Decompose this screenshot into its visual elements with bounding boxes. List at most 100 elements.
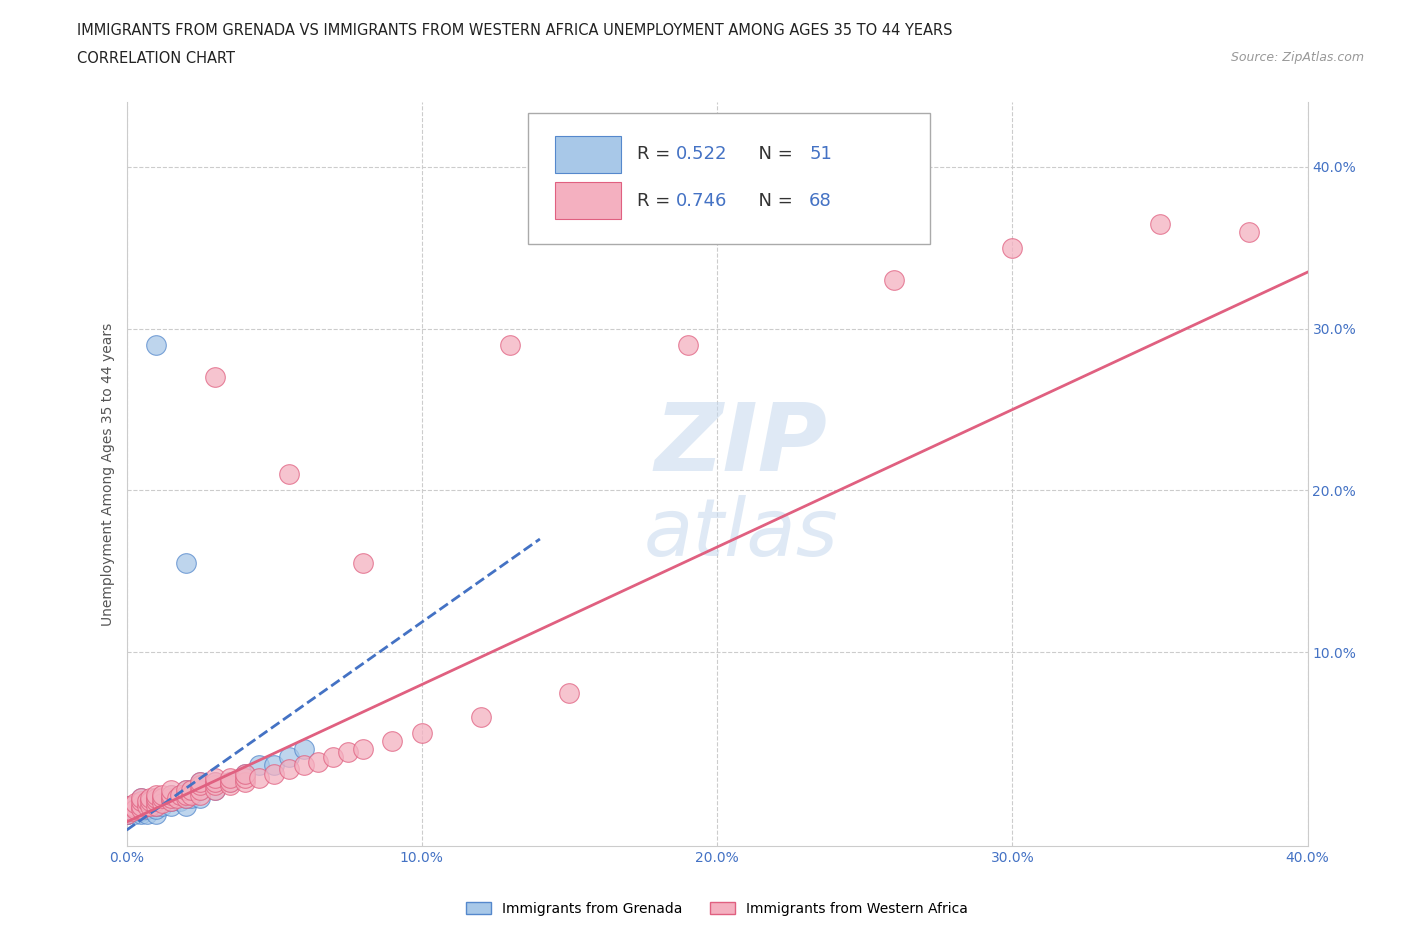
Point xyxy=(159,799,183,814)
Point xyxy=(129,802,153,817)
Point xyxy=(219,774,242,789)
Y-axis label: Unemployment Among Ages 35 to 44 years: Unemployment Among Ages 35 to 44 years xyxy=(101,323,115,626)
Point xyxy=(381,734,404,749)
Point xyxy=(136,806,159,821)
Point xyxy=(204,782,226,797)
Point xyxy=(188,777,211,792)
Point xyxy=(169,787,191,802)
Point xyxy=(145,802,167,817)
Point xyxy=(247,758,270,773)
Point xyxy=(558,685,581,700)
Point xyxy=(307,755,329,770)
Point xyxy=(124,804,146,818)
Point xyxy=(219,774,242,789)
Point xyxy=(263,758,285,773)
Point xyxy=(139,799,162,814)
Point xyxy=(145,338,167,352)
Point xyxy=(115,799,138,814)
Point xyxy=(233,771,256,786)
Point xyxy=(1001,241,1024,256)
Point xyxy=(188,790,211,805)
Point xyxy=(145,793,167,808)
Point xyxy=(124,802,146,817)
Legend: Immigrants from Grenada, Immigrants from Western Africa: Immigrants from Grenada, Immigrants from… xyxy=(460,897,974,922)
Point xyxy=(499,338,522,352)
Point xyxy=(352,556,374,571)
Point xyxy=(150,793,173,808)
Point xyxy=(166,790,188,805)
Point xyxy=(204,777,226,792)
Text: ZIP: ZIP xyxy=(654,399,827,490)
Point xyxy=(129,806,153,821)
Point xyxy=(139,790,162,805)
Point xyxy=(145,790,167,805)
Point xyxy=(180,782,202,797)
Point xyxy=(159,793,183,808)
Point xyxy=(124,795,146,810)
Point xyxy=(233,766,256,781)
Point xyxy=(337,745,360,760)
Text: 51: 51 xyxy=(810,145,832,164)
Text: 0.746: 0.746 xyxy=(676,192,727,209)
Point xyxy=(169,793,191,808)
Point xyxy=(233,774,256,789)
Point xyxy=(145,787,167,802)
Text: 68: 68 xyxy=(810,192,832,209)
Point xyxy=(174,556,197,571)
Point xyxy=(292,742,315,757)
Point xyxy=(1149,216,1171,231)
Point xyxy=(174,790,197,805)
Point xyxy=(204,771,226,786)
Point xyxy=(115,806,138,821)
Point xyxy=(883,272,905,287)
Point xyxy=(174,782,197,797)
Point xyxy=(247,771,270,786)
Point xyxy=(129,790,153,805)
Point xyxy=(115,806,138,821)
Point xyxy=(124,799,146,814)
Point xyxy=(219,777,242,792)
Point xyxy=(159,790,183,805)
Point xyxy=(121,804,143,818)
Point xyxy=(174,790,197,805)
Point xyxy=(129,793,153,808)
Point xyxy=(115,806,138,821)
Point xyxy=(115,799,138,814)
Point xyxy=(121,804,143,818)
Point xyxy=(180,790,202,805)
Point xyxy=(188,774,211,789)
Point xyxy=(159,793,183,808)
Point xyxy=(159,790,183,805)
Text: N =: N = xyxy=(747,192,799,209)
Point xyxy=(150,790,173,805)
Point xyxy=(129,799,153,814)
Point xyxy=(145,790,167,805)
Point xyxy=(129,795,153,810)
FancyBboxPatch shape xyxy=(529,113,929,244)
Point xyxy=(188,782,211,797)
Text: 0.522: 0.522 xyxy=(676,145,727,164)
Point xyxy=(180,782,202,797)
Point xyxy=(145,806,167,821)
Point xyxy=(174,782,197,797)
Text: Source: ZipAtlas.com: Source: ZipAtlas.com xyxy=(1230,51,1364,64)
Point xyxy=(1237,224,1260,239)
Point xyxy=(278,467,301,482)
Point xyxy=(204,370,226,385)
Point xyxy=(204,782,226,797)
Point xyxy=(411,725,433,740)
Point xyxy=(278,750,301,764)
Point xyxy=(139,793,162,808)
Point xyxy=(129,790,153,805)
Point xyxy=(139,799,162,814)
Point xyxy=(676,338,699,352)
Point xyxy=(121,802,143,817)
Point xyxy=(150,787,173,802)
Point xyxy=(115,799,138,814)
Point xyxy=(159,787,183,802)
Point xyxy=(145,799,167,814)
Text: atlas: atlas xyxy=(644,495,838,573)
FancyBboxPatch shape xyxy=(555,182,621,219)
Point xyxy=(188,787,211,802)
Point xyxy=(188,774,211,789)
